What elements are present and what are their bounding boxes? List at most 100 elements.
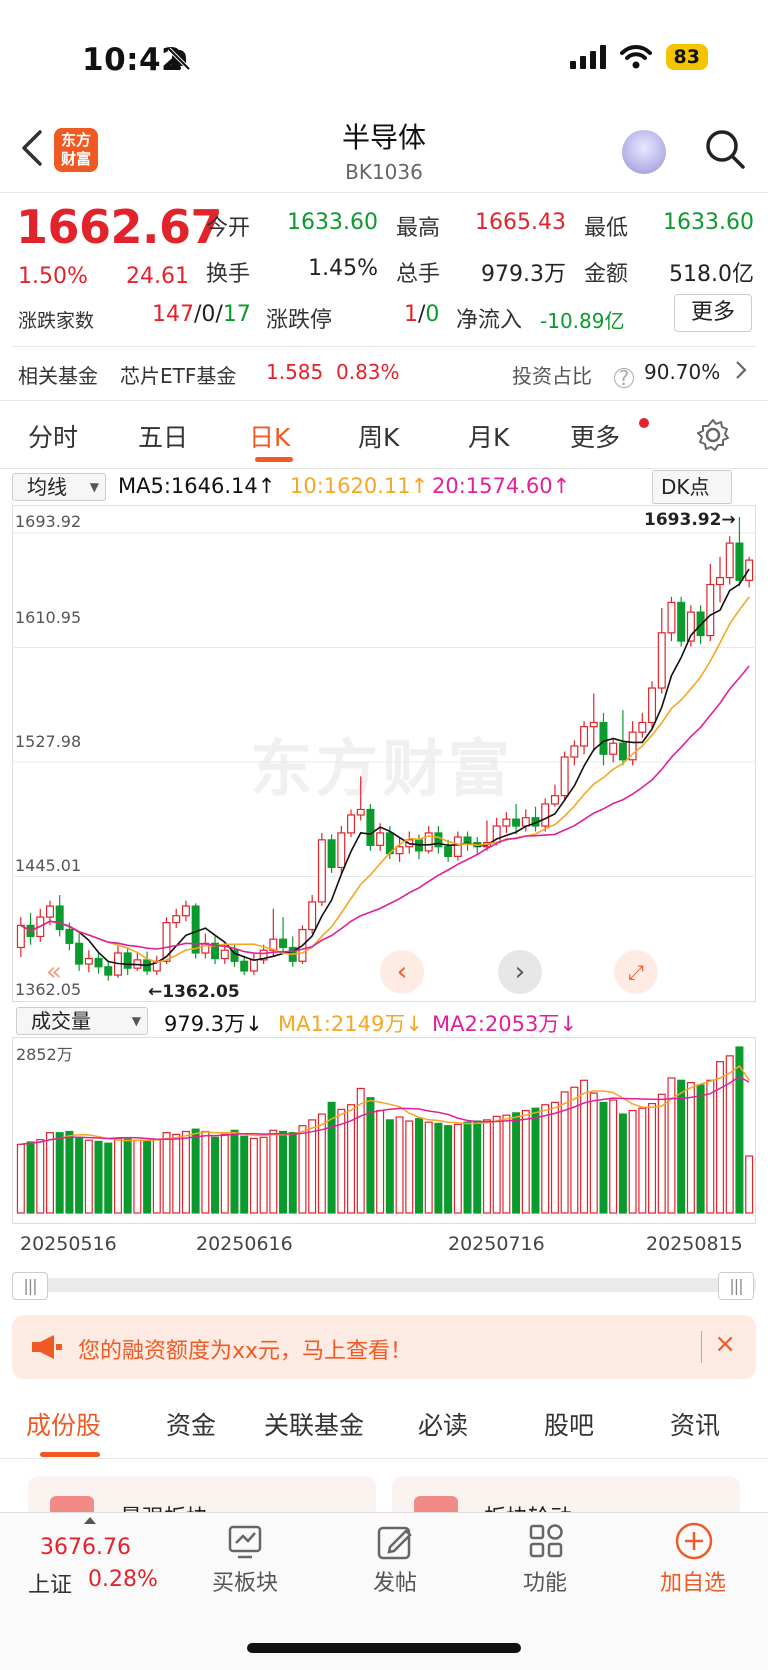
candle bbox=[716, 577, 725, 586]
candle bbox=[570, 745, 579, 758]
scroll-start-icon[interactable]: « bbox=[46, 957, 62, 987]
back-arrow-icon[interactable] bbox=[18, 128, 48, 168]
settings-gear-icon[interactable] bbox=[696, 418, 730, 452]
close-icon[interactable]: × bbox=[714, 1329, 736, 1359]
range-slider-right-handle[interactable]: ||| bbox=[718, 1272, 754, 1300]
volume-bar bbox=[628, 1109, 637, 1214]
y-tick-label: 1610.95 bbox=[15, 608, 82, 627]
volume-bar bbox=[347, 1104, 356, 1214]
volume-bar bbox=[395, 1116, 404, 1214]
wifi-icon bbox=[619, 45, 652, 69]
volume-bar bbox=[269, 1129, 278, 1214]
volume-bar bbox=[279, 1130, 288, 1214]
volume-bar bbox=[249, 1137, 258, 1214]
volume-bar bbox=[444, 1125, 453, 1214]
candle bbox=[172, 915, 181, 924]
tab-related-funds[interactable]: 关联基金 bbox=[264, 1411, 365, 1440]
candle bbox=[356, 808, 365, 816]
tab-more[interactable]: 更多 bbox=[570, 423, 621, 452]
battery-indicator: 83 bbox=[665, 44, 708, 70]
volume-bar bbox=[531, 1107, 540, 1214]
volume-bar bbox=[405, 1120, 414, 1214]
volume-bar bbox=[181, 1130, 190, 1214]
candle bbox=[317, 839, 326, 903]
ma-select[interactable]: 均线 ▼ bbox=[12, 473, 106, 501]
volume-bar bbox=[45, 1132, 54, 1214]
candle bbox=[550, 795, 559, 805]
volume-select[interactable]: 成交量 ▼ bbox=[16, 1007, 148, 1035]
more-quote-button[interactable]: 更多 bbox=[674, 294, 752, 332]
kline-chart[interactable] bbox=[12, 505, 756, 1002]
tab-monthly-k[interactable]: 月K bbox=[468, 423, 510, 452]
volume-bar bbox=[745, 1155, 754, 1214]
tab-weekly-k[interactable]: 周K bbox=[358, 423, 400, 452]
tab-intraday[interactable]: 分时 bbox=[28, 423, 79, 452]
volume-bar bbox=[550, 1101, 559, 1214]
fullscreen-icon[interactable]: ⤢ bbox=[614, 950, 658, 994]
candle bbox=[55, 905, 64, 931]
candle bbox=[84, 957, 93, 965]
kline-chart-frame[interactable] bbox=[12, 505, 756, 1002]
volume-bar bbox=[104, 1142, 113, 1214]
amount-value: 518.0亿 bbox=[669, 262, 754, 287]
volume-chart-frame[interactable] bbox=[12, 1037, 756, 1224]
candle bbox=[94, 957, 103, 968]
volume-bar bbox=[482, 1119, 491, 1214]
ma20-value: 20:1574.60↑ bbox=[432, 474, 571, 498]
candle bbox=[123, 952, 132, 969]
tab-forum[interactable]: 股吧 bbox=[544, 1411, 595, 1440]
promo-banner[interactable]: 您的融资额度为xx元，马上查看！ × bbox=[12, 1315, 756, 1379]
range-slider-left-handle[interactable]: ||| bbox=[12, 1272, 48, 1300]
volume-bar bbox=[580, 1079, 589, 1214]
candle bbox=[347, 814, 356, 834]
dk-point-button[interactable]: DK点 bbox=[652, 470, 732, 504]
volume-bar bbox=[414, 1118, 423, 1214]
search-icon[interactable] bbox=[704, 128, 746, 170]
chevron-right-icon[interactable] bbox=[734, 358, 748, 387]
candle bbox=[502, 818, 511, 827]
volume-bar bbox=[75, 1136, 84, 1214]
candle bbox=[366, 808, 375, 846]
tab-constituents[interactable]: 成份股 bbox=[26, 1411, 102, 1440]
volume-bar bbox=[16, 1143, 25, 1214]
change-percent: 1.50% bbox=[18, 264, 88, 289]
volume-max-label: 2852万 bbox=[16, 1045, 73, 1064]
volume-bar bbox=[211, 1136, 220, 1214]
ma10-line bbox=[20, 596, 750, 963]
bell-slash-icon bbox=[167, 47, 191, 71]
chevron-left-icon[interactable]: ‹ bbox=[380, 950, 424, 994]
banner-text: 您的融资额度为xx元，马上查看！ bbox=[78, 1339, 413, 1364]
candle bbox=[337, 832, 346, 869]
tab-five-day[interactable]: 五日 bbox=[138, 423, 189, 452]
tab-funds-flow[interactable]: 资金 bbox=[166, 1411, 217, 1440]
chevron-right-icon[interactable]: › bbox=[498, 950, 542, 994]
vol-ma1-line bbox=[20, 1064, 750, 1146]
turnover-label: 换手 bbox=[206, 262, 251, 287]
candle bbox=[686, 611, 695, 642]
volume-bar bbox=[521, 1109, 530, 1214]
volume-value: 979.3万 bbox=[481, 262, 566, 287]
candle bbox=[512, 818, 521, 827]
assistant-robot-icon[interactable] bbox=[622, 130, 666, 174]
candle bbox=[706, 583, 715, 637]
y-tick-label: 1445.01 bbox=[15, 856, 82, 875]
plus-circle-icon bbox=[675, 1522, 713, 1560]
candle bbox=[45, 905, 54, 918]
volume-bar bbox=[492, 1115, 501, 1214]
fund-pct: 0.83% bbox=[336, 360, 400, 384]
megaphone-icon bbox=[32, 1335, 62, 1359]
candle bbox=[327, 839, 336, 869]
tab-daily-k[interactable]: 日K bbox=[249, 423, 291, 452]
volume-bar bbox=[706, 1079, 715, 1214]
tab-news[interactable]: 资讯 bbox=[670, 1411, 721, 1440]
tab-must-read[interactable]: 必读 bbox=[418, 1411, 469, 1440]
candle bbox=[618, 742, 627, 761]
ma5-line bbox=[20, 568, 750, 967]
dropdown-arrow-icon: ▼ bbox=[89, 480, 99, 494]
volume-chart[interactable] bbox=[12, 1037, 756, 1224]
amount-label: 金额 bbox=[584, 262, 629, 287]
range-slider-track[interactable] bbox=[12, 1278, 756, 1292]
candle bbox=[104, 966, 113, 976]
related-fund-row[interactable]: 相关基金 芯片ETF基金 1.585 0.83% 投资占比 ? 90.70% bbox=[0, 352, 768, 394]
index-name: 上证 bbox=[28, 1573, 73, 1598]
